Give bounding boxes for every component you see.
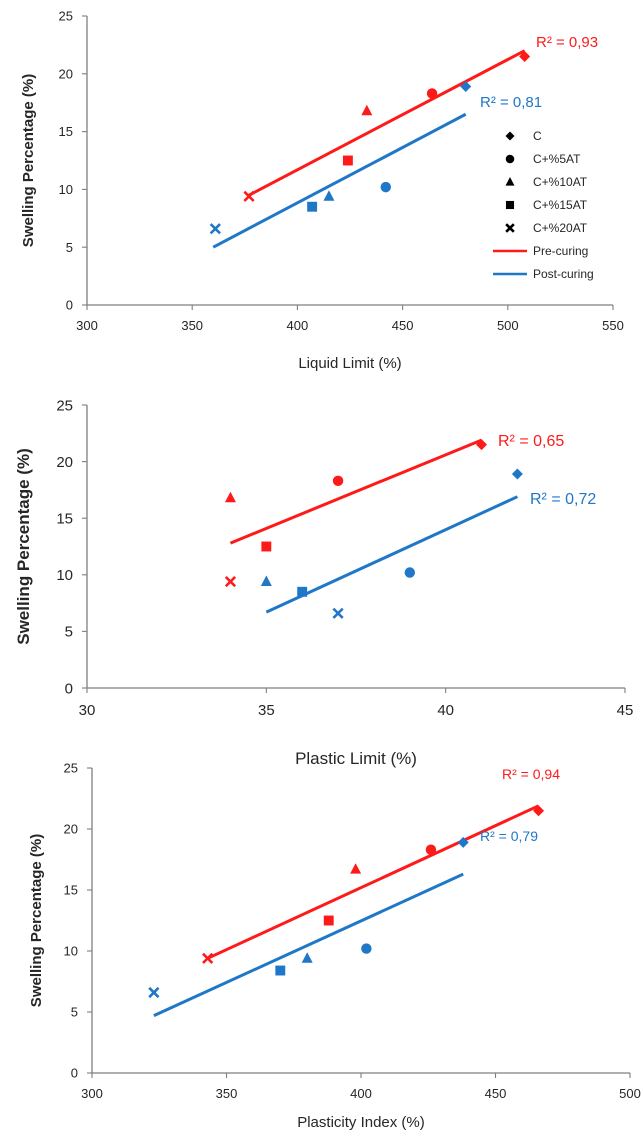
r2-label-pre: R² = 0,94 bbox=[502, 766, 560, 782]
y-axis-title: Swelling Percentage (%) bbox=[14, 448, 33, 645]
point-pre-triangle bbox=[350, 863, 362, 874]
point-post-diamond bbox=[460, 81, 472, 93]
y-tick-label: 15 bbox=[56, 510, 73, 527]
y-tick-label: 25 bbox=[56, 397, 73, 414]
r2-label-post: R² = 0,72 bbox=[530, 491, 596, 508]
x-tick-label: 30 bbox=[79, 702, 96, 719]
legend-label: C+%15AT bbox=[533, 198, 588, 212]
point-post-diamond bbox=[511, 468, 523, 480]
r2-label-post: R² = 0,79 bbox=[480, 828, 538, 844]
x-tick-label: 550 bbox=[602, 318, 624, 333]
x-tick-label: 45 bbox=[617, 702, 634, 719]
point-post-x bbox=[332, 607, 344, 619]
point-pre-diamond bbox=[533, 805, 545, 817]
y-tick-label: 15 bbox=[59, 124, 73, 139]
x-tick-label: 300 bbox=[76, 318, 98, 333]
point-pre-triangle bbox=[224, 491, 236, 503]
y-tick-label: 0 bbox=[66, 298, 73, 313]
point-post-triangle bbox=[323, 190, 335, 201]
y-axis-title: Swelling Percentage (%) bbox=[20, 74, 37, 247]
point-post-x bbox=[209, 223, 221, 235]
r2-label-post: R² = 0,81 bbox=[480, 94, 542, 111]
chart-1: 0 5 10 15 20 25 300 350 400 450 500 550 Liquid Limit… bbox=[20, 9, 624, 372]
trendline-post bbox=[212, 112, 467, 249]
x-tick-label: 500 bbox=[619, 1086, 641, 1101]
y-axis-title: Swelling Percentage (%) bbox=[28, 834, 45, 1007]
point-pre-diamond bbox=[519, 50, 531, 62]
x-tick-label: 350 bbox=[181, 318, 203, 333]
trendline-pre bbox=[207, 804, 540, 960]
x-axis-title: Plastic Limit (%) bbox=[295, 749, 417, 768]
legend-label: Post-curing bbox=[533, 267, 594, 281]
y-tick-label: 0 bbox=[65, 680, 73, 697]
legend-label: C+%10AT bbox=[533, 175, 588, 189]
point-pre-x bbox=[202, 952, 214, 964]
legend: C C+%5AT C+%10AT C+%15AT C+%20AT Pre-curing Po… bbox=[493, 129, 594, 281]
x-axis-title: Plasticity Index (%) bbox=[297, 1114, 425, 1131]
x-tick-label: 300 bbox=[81, 1086, 103, 1101]
point-pre-circle bbox=[426, 88, 438, 99]
point-post-triangle bbox=[260, 575, 272, 586]
x-tick-label: 500 bbox=[497, 318, 519, 333]
chart-2: 0 5 10 15 20 25 30 35 40 45 Plastic Limit (%) Swell… bbox=[14, 397, 633, 768]
legend-marker-x bbox=[505, 223, 515, 233]
point-pre-square bbox=[342, 155, 353, 166]
y-tick-label: 25 bbox=[59, 9, 73, 24]
y-tick-label: 10 bbox=[64, 944, 78, 959]
legend-label: C+%5AT bbox=[533, 152, 581, 166]
point-post-square bbox=[297, 586, 308, 597]
point-post-square bbox=[307, 201, 318, 212]
point-post-circle bbox=[361, 943, 372, 954]
point-post-triangle bbox=[301, 952, 313, 963]
point-pre-x bbox=[224, 575, 237, 588]
legend-marker-diamond bbox=[505, 131, 515, 141]
y-tick-label: 5 bbox=[65, 624, 73, 641]
legend-marker-triangle bbox=[505, 177, 515, 186]
point-pre-diamond bbox=[476, 439, 488, 451]
r2-label-pre: R² = 0,93 bbox=[536, 34, 598, 51]
legend-marker-square bbox=[505, 200, 515, 210]
legend-label: C bbox=[533, 129, 542, 143]
y-tick-label: 10 bbox=[56, 567, 73, 584]
r2-label-pre: R² = 0,65 bbox=[498, 433, 564, 450]
x-tick-label: 450 bbox=[392, 318, 414, 333]
y-tick-label: 20 bbox=[59, 66, 73, 81]
point-post-diamond bbox=[457, 836, 469, 848]
x-tick-label: 35 bbox=[258, 702, 275, 719]
y-tick-label: 20 bbox=[56, 454, 73, 471]
x-tick-label: 400 bbox=[287, 318, 309, 333]
y-tick-label: 10 bbox=[59, 182, 73, 197]
y-tick-label: 0 bbox=[71, 1066, 78, 1081]
point-post-square bbox=[275, 965, 286, 976]
y-tick-label: 5 bbox=[66, 240, 73, 255]
point-post-circle bbox=[380, 181, 391, 193]
y-tick-label: 20 bbox=[64, 822, 78, 837]
point-pre-square bbox=[261, 541, 272, 552]
trendline-pre bbox=[248, 49, 526, 197]
x-tick-label: 350 bbox=[216, 1086, 238, 1101]
x-tick-label: 400 bbox=[350, 1086, 372, 1101]
y-tick-label: 15 bbox=[64, 883, 78, 898]
trendline-pre bbox=[229, 438, 483, 545]
point-post-x bbox=[148, 986, 160, 999]
point-post-circle bbox=[404, 567, 416, 578]
point-pre-square bbox=[323, 915, 334, 926]
point-pre-x bbox=[243, 190, 255, 202]
point-pre-circle bbox=[332, 475, 344, 487]
trendline-post bbox=[265, 495, 519, 614]
y-tick-label: 25 bbox=[64, 761, 78, 776]
x-axis-title: Liquid Limit (%) bbox=[298, 355, 401, 372]
legend-label: Pre-curing bbox=[533, 244, 588, 258]
trendline-post bbox=[153, 872, 464, 1018]
point-pre-circle bbox=[425, 844, 437, 855]
legend-label: C+%20AT bbox=[533, 221, 588, 235]
chart-3: 0 5 10 15 20 25 300 350 400 450 500 Plasticity Inde… bbox=[28, 761, 641, 1131]
x-tick-label: 450 bbox=[485, 1086, 507, 1101]
point-pre-triangle bbox=[361, 104, 373, 116]
y-tick-label: 5 bbox=[71, 1005, 78, 1020]
x-tick-label: 40 bbox=[437, 702, 454, 719]
legend-marker-circle bbox=[505, 154, 515, 164]
